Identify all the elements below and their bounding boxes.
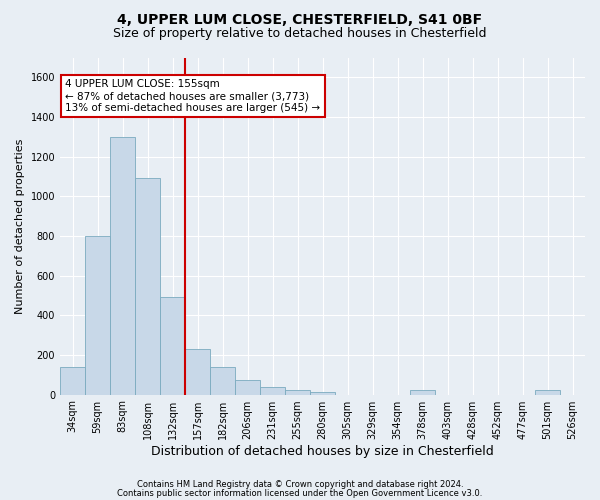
Bar [310,392,335,394]
Bar [410,390,435,394]
Bar [235,380,260,394]
Bar [160,298,185,394]
Text: Size of property relative to detached houses in Chesterfield: Size of property relative to detached ho… [113,28,487,40]
Bar [135,178,160,394]
Bar [60,367,85,394]
Bar [285,390,310,394]
X-axis label: Distribution of detached houses by size in Chesterfield: Distribution of detached houses by size … [151,444,494,458]
Bar [85,236,110,394]
Bar [535,390,560,394]
Bar [110,137,135,394]
Text: Contains HM Land Registry data © Crown copyright and database right 2024.: Contains HM Land Registry data © Crown c… [137,480,463,489]
Bar [210,367,235,394]
Text: 4, UPPER LUM CLOSE, CHESTERFIELD, S41 0BF: 4, UPPER LUM CLOSE, CHESTERFIELD, S41 0B… [118,12,482,26]
Y-axis label: Number of detached properties: Number of detached properties [15,138,25,314]
Text: Contains public sector information licensed under the Open Government Licence v3: Contains public sector information licen… [118,488,482,498]
Text: 4 UPPER LUM CLOSE: 155sqm
← 87% of detached houses are smaller (3,773)
13% of se: 4 UPPER LUM CLOSE: 155sqm ← 87% of detac… [65,80,320,112]
Bar [260,386,285,394]
Bar [185,349,210,395]
